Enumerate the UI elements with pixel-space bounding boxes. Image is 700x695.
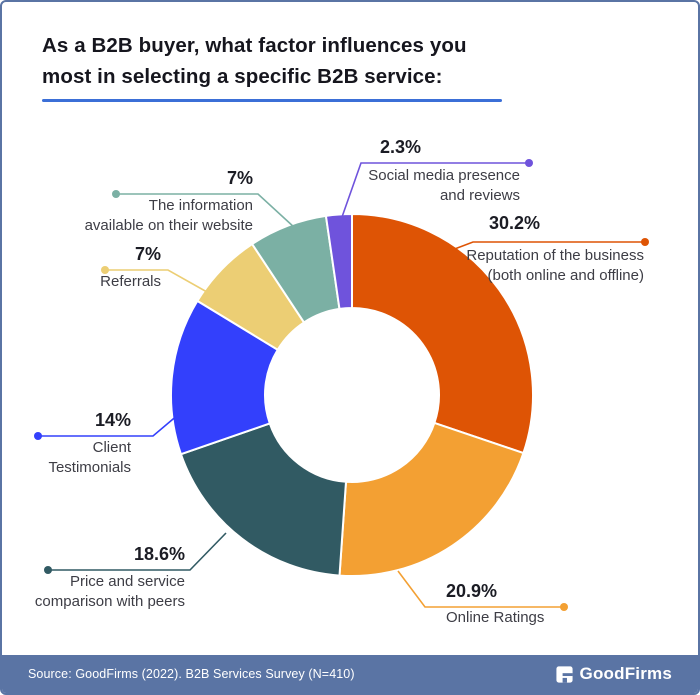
segment-label-social-media: Social media presence and reviews <box>368 167 520 204</box>
segment-value-website-information: 7% <box>226 168 253 188</box>
goodfirms-icon <box>555 665 574 684</box>
segment-value-client-testimonials: 14% <box>94 410 131 430</box>
segment-value-price-comparison: 18.6% <box>133 544 185 564</box>
leader-line-online-ratings <box>397 570 564 608</box>
leader-dot-reputation <box>641 238 649 246</box>
goodfirms-wordmark: GoodFirms <box>579 664 672 683</box>
footer: Source: GoodFirms (2022). B2B Services S… <box>2 655 698 693</box>
slice-social-media <box>324 213 353 310</box>
leader-dot-social-media <box>525 159 533 167</box>
leader-line-price-comparison <box>48 532 227 571</box>
leader-line-referrals <box>105 269 208 293</box>
leader-line-client-testimonials <box>38 413 180 437</box>
title-underline <box>42 99 502 102</box>
segment-label-online-ratings: Online Ratings <box>446 609 545 626</box>
leader-dot-website-information <box>112 190 120 198</box>
leader-line-website-information <box>116 193 296 229</box>
leader-line-social-media <box>341 162 529 218</box>
segment-value-online-ratings: 20.9% <box>446 581 498 601</box>
source-text: Source: GoodFirms (2022). B2B Services S… <box>28 667 355 681</box>
slice-price-comparison <box>179 422 347 577</box>
slice-client-testimonials <box>170 299 279 456</box>
leader-dot-client-testimonials <box>34 432 42 440</box>
slice-online-ratings <box>338 421 525 577</box>
segment-label-reputation: Reputation of the business (both online … <box>466 247 644 284</box>
segment-label-referrals: Referrals <box>100 273 161 290</box>
segment-value-referrals: 7% <box>134 244 161 264</box>
segment-label-client-testimonials: Client Testimonials <box>48 439 131 476</box>
page-title: As a B2B buyer, what factor influences y… <box>42 34 467 88</box>
leader-dot-referrals <box>101 266 109 274</box>
leader-dot-online-ratings <box>560 603 568 611</box>
segment-label-website-information: The information available on their websi… <box>84 197 253 234</box>
leader-line-reputation <box>451 241 645 251</box>
leader-dot-price-comparison <box>44 566 52 574</box>
slice-reputation <box>351 213 534 455</box>
segment-value-reputation: 30.2% <box>489 213 541 233</box>
segment-label-price-comparison: Price and service comparison with peers <box>34 573 185 610</box>
goodfirms-logo: GoodFirms <box>555 664 672 684</box>
segment-value-social-media: 2.3% <box>380 137 422 157</box>
